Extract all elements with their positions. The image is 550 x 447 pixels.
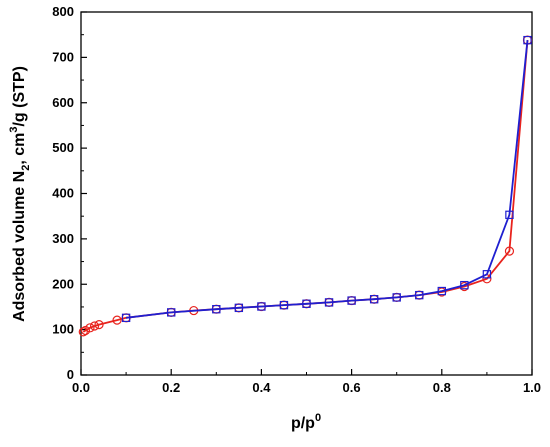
x-axis-title: p/p0 [291,412,321,432]
plot-frame [80,11,533,376]
series-2-point [212,305,221,314]
y-tick-label: 0 [67,367,74,382]
series-1-point [85,323,95,333]
y-tick-label: 200 [52,276,74,291]
x-tick-label: 0.6 [343,380,361,395]
x-tick-label: 0.4 [252,380,271,395]
series-2-point [392,293,401,302]
y-tick-label: 100 [52,322,74,337]
series-2-line [125,40,529,319]
series-2-point [121,313,131,323]
series-1-point [94,320,104,330]
y-axis-title: Adsorbed volume N2, cm3/g (STP) [8,66,32,322]
series-2-point [257,302,266,311]
series-2-point [482,270,492,279]
series-2-point [523,35,532,45]
x-tick-label: 0.8 [433,380,451,395]
series-2-point [324,298,334,307]
y-tick-label: 600 [52,95,74,110]
x-tick-label: 1.0 [523,380,541,395]
series-layer [78,35,533,337]
series-2-point [505,210,514,220]
series-2-point [460,280,469,290]
series-1-group [78,35,533,337]
series-2-point [415,290,424,300]
axis-ticks: 0.0 0.2 0.4 0.6 0.8 1.0 0 100 200 300 400 500 600 700… [52,4,541,395]
series-1-point [80,325,91,336]
x-axis-title-superscript: 0 [315,412,321,424]
y-tick-label: 400 [52,186,74,201]
y-axis-title-superscript: 3 [8,127,20,133]
x-tick-label: 0.2 [162,380,180,395]
series-1-point [89,321,100,331]
x-tick-label: 0.0 [72,380,90,395]
series-1-point [78,327,88,337]
series-2-group [121,35,532,323]
series-2-point [167,308,176,317]
y-tick-label: 700 [52,49,74,64]
y-axis-title-subscript: 2 [20,165,32,171]
series-2-point [279,300,289,310]
series-1-point [504,246,515,256]
series-2-point [437,286,447,296]
series-2-point [302,299,311,308]
series-2-point [369,295,379,304]
series-2-point [234,303,244,313]
y-tick-label: 500 [52,140,74,155]
y-tick-label: 300 [52,231,74,246]
series-2-point [347,296,356,305]
series-1-point [112,315,122,325]
y-tick-label: 800 [52,4,74,19]
